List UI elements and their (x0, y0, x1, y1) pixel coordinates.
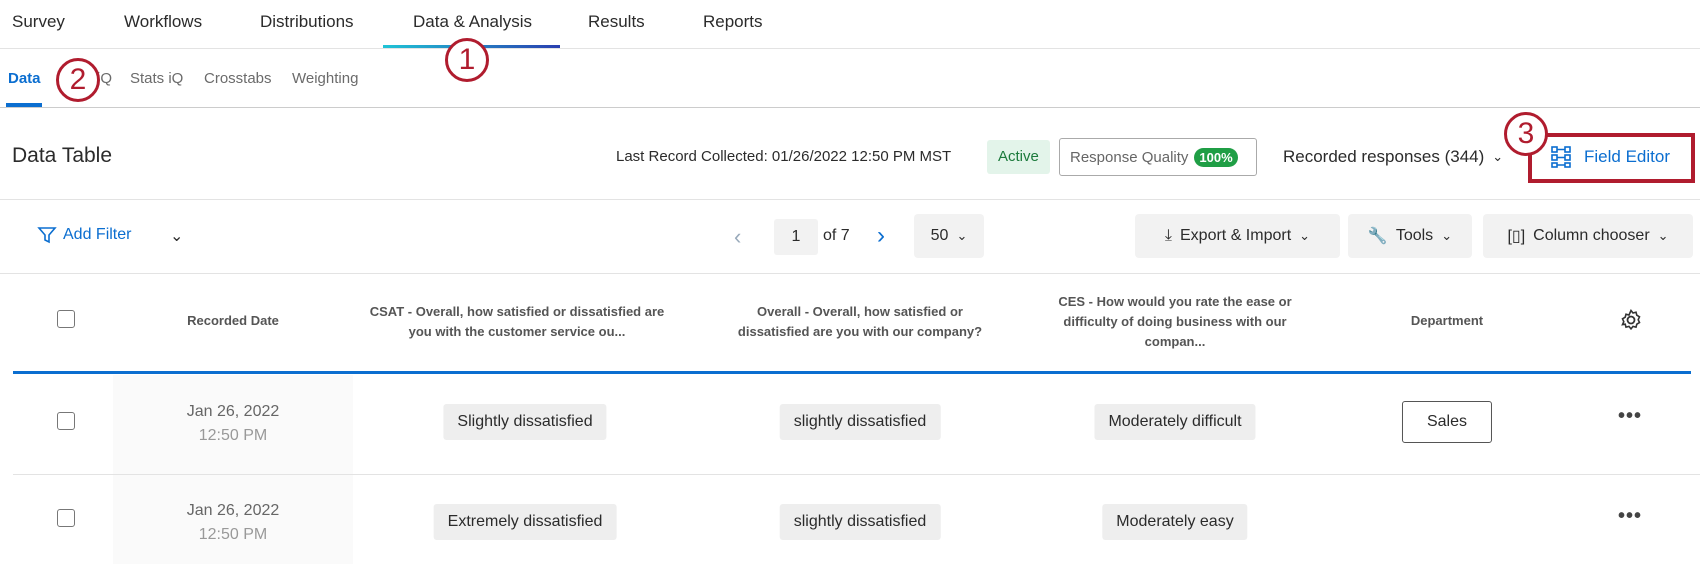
date: Jan 26, 2022 (186, 502, 280, 519)
chevron-down-icon: ⌄ (956, 228, 968, 243)
recorded-responses-dropdown[interactable]: Recorded responses (344) ⌄ (1283, 147, 1503, 167)
tab-crosstabs[interactable]: Crosstabs (204, 70, 272, 87)
tab-data[interactable]: Data (8, 70, 41, 87)
field-editor-highlight (1528, 133, 1695, 183)
field-editor-icon (1551, 146, 1571, 168)
column-header-csat[interactable]: CSAT - Overall, how satisfied or dissati… (369, 304, 665, 339)
active-subtab-underline (6, 103, 42, 107)
chevron-down-icon: ⌄ (1441, 228, 1453, 243)
header-divider (13, 371, 1691, 374)
row-checkbox[interactable] (57, 509, 75, 527)
column-header-recorded-date[interactable]: Recorded Date (187, 313, 279, 328)
department-value: Sales (1401, 401, 1493, 443)
tab-iq[interactable]: iQ (97, 70, 112, 87)
export-import-label: Export & Import (1180, 227, 1292, 244)
select-all-checkbox[interactable] (57, 310, 75, 328)
divider (0, 48, 1700, 49)
response-quality-label: Response Quality (1070, 148, 1189, 166)
export-import-button[interactable]: ⤓ Export & Import ⌄ (1135, 214, 1340, 258)
recorded-date-cell: Jan 26, 2022 12:50 PM (113, 475, 353, 564)
csat-value: Extremely dissatisfied (433, 504, 617, 540)
divider (0, 273, 1700, 274)
add-filter-button[interactable]: Add Filter (37, 225, 131, 245)
ces-value: Moderately easy (1102, 504, 1248, 540)
columns-icon: [▯] (1507, 228, 1526, 245)
chevron-down-icon: ⌄ (1657, 228, 1669, 243)
quality-badge: 100% (1194, 147, 1238, 167)
column-header-ces[interactable]: CES - How would you rate the ease or dif… (1058, 294, 1292, 349)
nav-data-analysis[interactable]: Data & Analysis (413, 12, 533, 31)
response-quality-button[interactable]: Response Quality 100% (1059, 138, 1257, 176)
field-editor-label: Field Editor (1584, 147, 1670, 166)
nav-survey[interactable]: Survey (12, 12, 65, 31)
add-filter-label: Add Filter (63, 226, 132, 243)
time: 12:50 PM (198, 526, 268, 543)
overall-value: slightly dissatisfied (779, 504, 941, 540)
chevron-down-icon: ⌄ (1299, 228, 1311, 243)
row-checkbox[interactable] (57, 412, 75, 430)
column-header-overall[interactable]: Overall - Overall, how satisfied or diss… (737, 304, 983, 339)
callout-3: 3 (1504, 112, 1548, 156)
page-input[interactable]: 1 (774, 219, 818, 255)
nav-workflows[interactable]: Workflows (124, 12, 203, 31)
divider (0, 199, 1700, 200)
column-header-department[interactable]: Department (1410, 313, 1484, 328)
column-chooser-label: Column chooser (1533, 227, 1650, 244)
last-record-text: Last Record Collected: 01/26/2022 12:50 … (616, 148, 952, 165)
chevron-down-icon: ⌄ (1492, 149, 1504, 164)
page-title: Data Table (12, 144, 113, 167)
callout-2: 2 (56, 58, 100, 102)
nav-reports[interactable]: Reports (703, 12, 763, 31)
tab-weighting[interactable]: Weighting (292, 70, 359, 87)
prev-page-icon[interactable]: ‹ (734, 224, 742, 249)
time: 12:50 PM (198, 427, 268, 444)
filter-chevron-down-icon[interactable]: ⌄ (170, 228, 184, 245)
row-actions-icon[interactable]: ••• (1618, 405, 1643, 427)
callout-1: 1 (445, 38, 489, 82)
per-page-dropdown[interactable]: 50 ⌄ (914, 214, 984, 258)
tools-button[interactable]: 🔧 Tools ⌄ (1348, 214, 1472, 258)
field-editor-button[interactable]: Field Editor (1550, 145, 1670, 169)
tab-stats-iq[interactable]: Stats iQ (130, 70, 184, 87)
csat-value: Slightly dissatisfied (443, 404, 607, 440)
download-icon: ⤓ (1164, 227, 1172, 244)
nav-results[interactable]: Results (588, 12, 645, 31)
filter-icon (37, 227, 57, 244)
next-page-icon[interactable]: › (877, 222, 885, 249)
nav-distributions[interactable]: Distributions (260, 12, 354, 31)
column-chooser-button[interactable]: [▯] Column chooser ⌄ (1483, 214, 1693, 258)
ces-value: Moderately difficult (1094, 404, 1256, 440)
page-count: of 7 (823, 227, 850, 244)
recorded-responses-label: Recorded responses (344) (1283, 147, 1485, 166)
wrench-icon: 🔧 (1367, 228, 1388, 245)
tools-label: Tools (1395, 227, 1434, 244)
row-actions-icon[interactable]: ••• (1618, 505, 1643, 527)
date: Jan 26, 2022 (186, 403, 280, 420)
status-badge: Active (987, 140, 1050, 174)
overall-value: slightly dissatisfied (779, 404, 941, 440)
gear-icon[interactable] (1619, 308, 1643, 332)
recorded-date-cell: Jan 26, 2022 12:50 PM (113, 375, 353, 474)
per-page-value: 50 (930, 227, 949, 244)
divider (0, 107, 1700, 108)
divider (13, 474, 1700, 475)
